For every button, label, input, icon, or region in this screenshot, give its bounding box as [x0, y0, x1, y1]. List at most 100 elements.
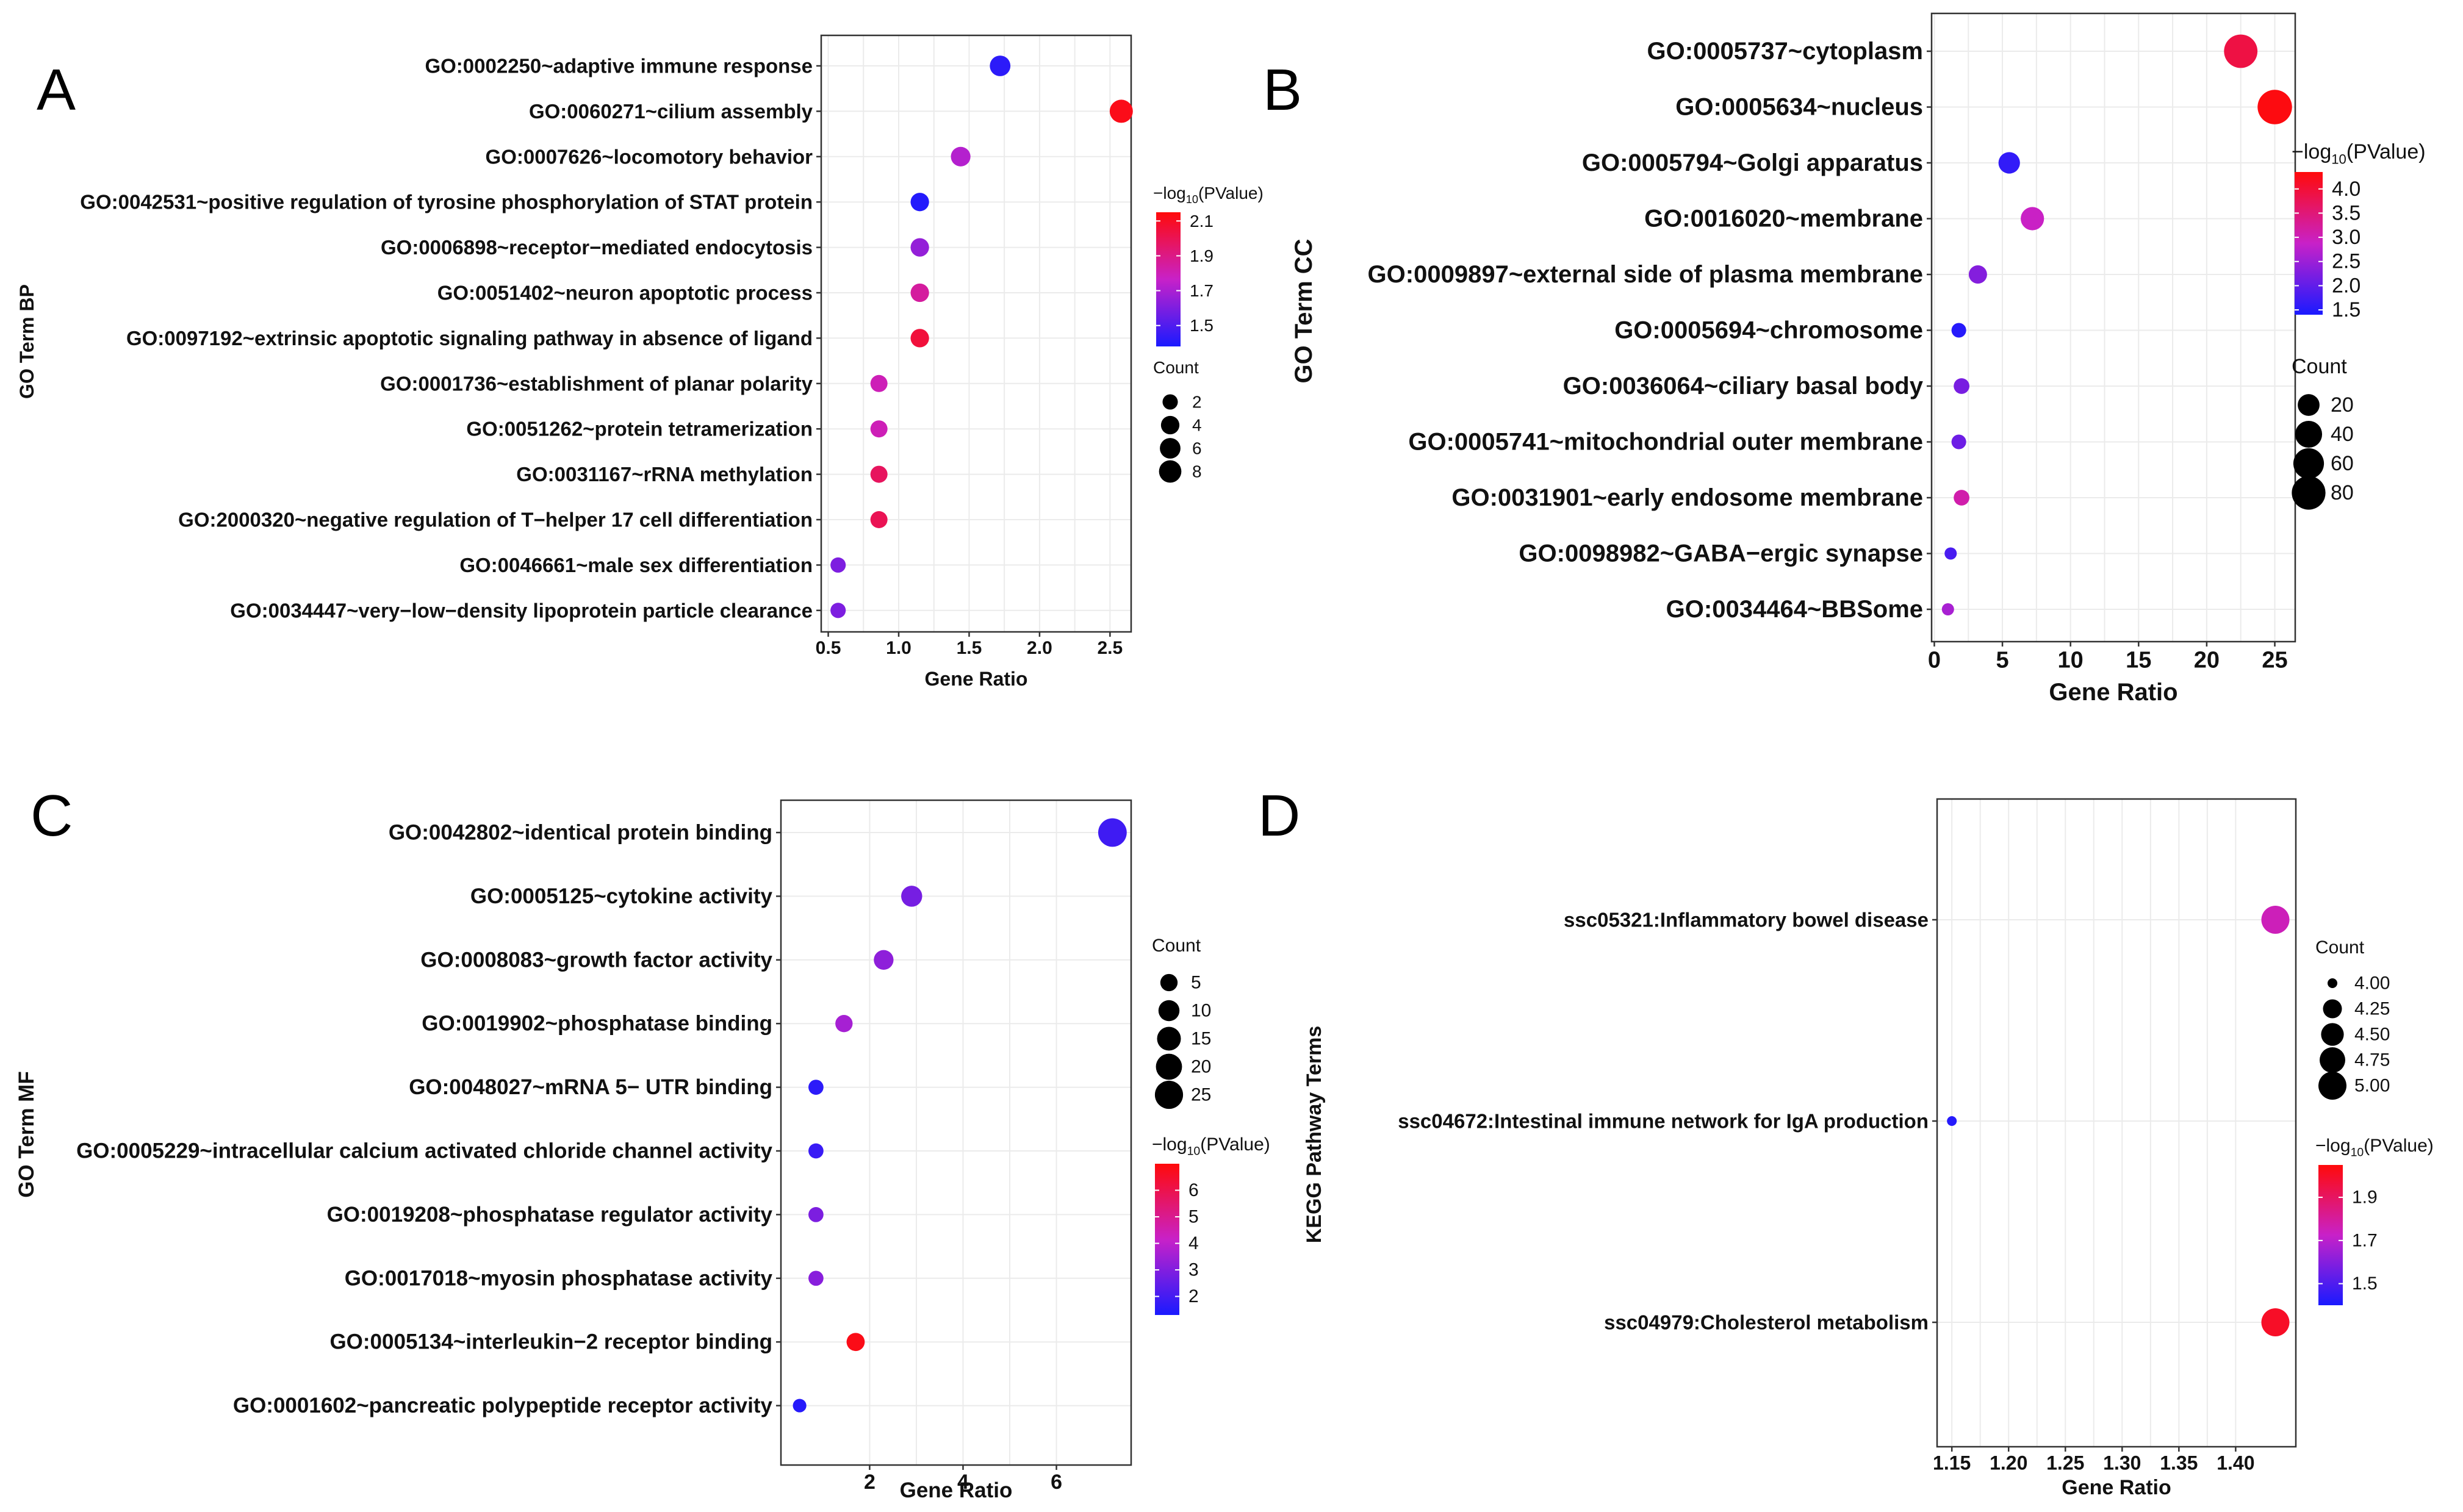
x-tick-label: 1.20 [1990, 1452, 2027, 1474]
count-legend-label: 10 [1191, 1001, 1211, 1021]
count-legend-dot [1160, 415, 1180, 435]
term-label: GO:0051402~neuron apoptotic process [437, 282, 813, 304]
data-point [910, 283, 929, 303]
term-label: GO:0031167~rRNA methylation [516, 463, 813, 485]
term-label: GO:0008083~growth factor activity [420, 948, 772, 972]
data-point [2261, 906, 2290, 934]
count-legend-dot [1159, 460, 1182, 483]
data-point [874, 950, 894, 970]
colorbar-label: 3.0 [2332, 226, 2361, 249]
pvalue-legend-title: −log10(PValue) [1152, 1134, 1270, 1158]
term-label: GO:0006898~receptor−mediated endocytosis [381, 236, 813, 259]
count-legend-dot [2298, 394, 2320, 416]
data-point [901, 886, 922, 907]
count-legend-label: 4.25 [2354, 999, 2390, 1019]
pvalue-colorbar [1155, 1164, 1179, 1315]
gridlines [821, 35, 1131, 632]
count-legend-title: Count [1153, 358, 1199, 377]
x-tick-label: 1.35 [2160, 1452, 2198, 1474]
data-point [870, 374, 888, 392]
data-point [1941, 603, 1954, 615]
x-tick-label: 6 [1051, 1471, 1062, 1494]
gridlines [1932, 13, 2295, 642]
term-label: GO:0005794~Golgi apparatus [1582, 149, 1923, 176]
term-label: GO:0005125~cytokine activity [470, 884, 773, 908]
data-point [870, 511, 888, 528]
pvalue-legend: −log10(PValue) 4.03.53.02.52.01.5 [2292, 140, 2426, 321]
gridlines [781, 800, 1131, 1465]
term-label: GO:0046661~male sex differentiation [459, 554, 813, 576]
pvalue-legend-title: −log10(PValue) [2315, 1136, 2434, 1159]
term-label: GO:0007626~locomotory behavior [486, 145, 813, 168]
count-legend-dot [1154, 1080, 1184, 1109]
count-legend-dot [1156, 1053, 1182, 1080]
pvalue-legend-title: −log10(PValue) [1153, 184, 1264, 206]
data-point [1947, 1116, 1957, 1126]
x-tick-label: 4 [957, 1471, 969, 1494]
colorbar-label: 3 [1188, 1260, 1199, 1280]
colorbar-label: 1.7 [1190, 281, 1214, 300]
panel-letter: B [1263, 57, 1302, 123]
x-axis-title: Gene Ratio [2049, 679, 2177, 706]
count-legend-label: 40 [2331, 423, 2354, 446]
x-tick-label: 0.5 [816, 638, 841, 658]
count-legend: Count 2 4 6 8 [1153, 358, 1202, 483]
count-legend-dot [1158, 1000, 1180, 1022]
term-label: GO:0034447~very−low−density lipoprotein … [230, 599, 813, 622]
y-axis-title: GO Term CC [1290, 238, 1317, 383]
term-label: ssc04672:Intestinal immune network for I… [1398, 1110, 1929, 1133]
plot-frame [1936, 798, 2297, 1448]
term-label: GO:0019208~phosphatase regulator activit… [327, 1203, 773, 1227]
pvalue-colorbar [2295, 172, 2323, 315]
panel-c: C GO:0042802~identical protein binding GO:… [15, 783, 1270, 1502]
data-point [808, 1143, 824, 1159]
count-legend-label: 8 [1192, 462, 1202, 481]
plot-frame [1930, 12, 2296, 643]
count-legend-label: 20 [1191, 1057, 1211, 1077]
data-point [1968, 265, 1987, 284]
x-tick-label: 15 [2126, 647, 2151, 673]
count-legend-dot [2320, 1047, 2345, 1073]
colorbar-label: 3.5 [2332, 201, 2361, 224]
count-legend-label: 4.75 [2354, 1050, 2390, 1070]
colorbar-label: 1.9 [1190, 246, 1214, 265]
term-label: GO:2000320~negative regulation of T−help… [178, 509, 813, 531]
data-point [1954, 490, 1969, 506]
panel-letter: C [31, 783, 73, 848]
colorbar-label: 1.5 [2352, 1274, 2378, 1294]
count-legend-dot [2323, 999, 2342, 1019]
data-point [990, 56, 1011, 76]
term-label: GO:0009897~external side of plasma membr… [1368, 261, 1923, 288]
count-legend-dot [1160, 973, 1178, 992]
pvalue-legend-title: −log10(PValue) [2292, 140, 2426, 167]
data-point [793, 1399, 807, 1413]
data-point [870, 420, 888, 438]
colorbar-label: 2 [1188, 1286, 1199, 1306]
pvalue-colorbar [2318, 1165, 2343, 1305]
count-legend-label: 20 [2331, 393, 2354, 417]
x-axis-title: Gene Ratio [900, 1478, 1013, 1502]
x-tick-label: 5 [1996, 647, 2009, 673]
data-point [808, 1207, 824, 1222]
x-tick-label: 2 [864, 1471, 876, 1494]
term-label: GO:0016020~membrane [1644, 206, 1923, 232]
data-point [1951, 434, 1966, 450]
data-point [1109, 99, 1133, 123]
count-legend-title: Count [2315, 937, 2365, 958]
x-tick-label: 10 [2058, 647, 2084, 673]
term-label: GO:0005741~mitochondrial outer membrane [1408, 429, 1923, 456]
x-tick-label: 1.0 [886, 638, 911, 658]
data-point [846, 1333, 865, 1352]
plot-frame [820, 34, 1132, 633]
colorbar-label: 4.0 [2332, 177, 2361, 201]
count-legend-dot [2292, 476, 2326, 510]
count-legend-dot [1162, 394, 1178, 410]
term-label: GO:0001602~pancreatic polypeptide recept… [233, 1394, 773, 1417]
term-label: ssc05321:Inflammatory bowel disease [1564, 909, 1929, 931]
panel-letter: A [37, 57, 76, 123]
count-legend-label: 25 [1191, 1085, 1211, 1105]
data-point [830, 603, 846, 618]
data-point [870, 465, 888, 483]
x-tick-label: 1.15 [1933, 1452, 1971, 1474]
